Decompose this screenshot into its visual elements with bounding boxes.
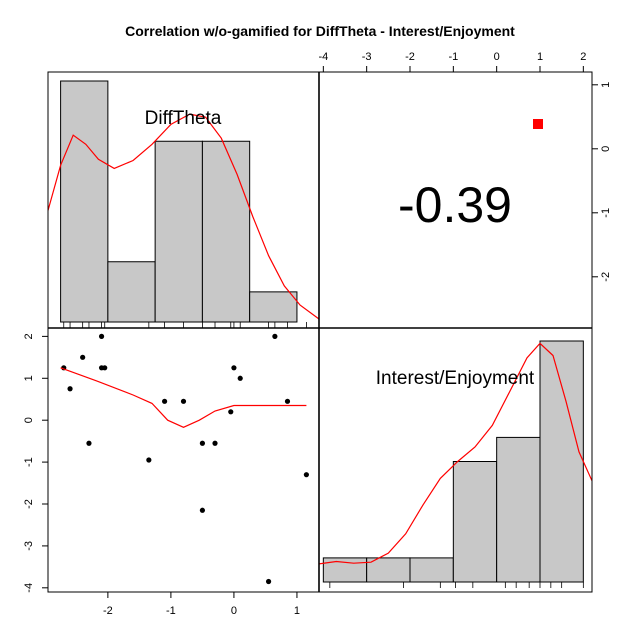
right-axis-tick-label: 1 — [600, 82, 612, 88]
right-y-axis: 1 0 -1 -2 — [591, 82, 612, 282]
bottom-x-axis: -2 -1 0 1 — [103, 591, 300, 617]
top-axis-tick-label: 2 — [580, 51, 586, 63]
scatter-point — [237, 375, 243, 381]
interest-density-curve — [319, 342, 592, 565]
bottom-axis-tick-label: 0 — [231, 605, 237, 617]
left-axis-tick-label: -2 — [23, 499, 35, 509]
scatter-point — [98, 333, 105, 339]
significance-marker — [533, 119, 543, 129]
scatter-point — [199, 507, 206, 513]
difftheta-histogram — [48, 80, 319, 328]
interest-histogram-bar — [496, 436, 541, 583]
scatter-point — [67, 386, 73, 392]
interest-histogram-bar — [322, 557, 368, 583]
correlation-value: -0.39 — [398, 177, 512, 233]
left-axis-tick-label: 0 — [23, 417, 35, 423]
top-axis-tick-label: -1 — [448, 51, 458, 63]
scatter-point — [102, 365, 108, 371]
left-y-axis: 2 1 0 -1 -2 -3 -4 — [23, 333, 49, 593]
bottom-axis-tick-label: -2 — [103, 605, 113, 617]
scatter-point — [86, 440, 92, 446]
scatter-panel — [60, 333, 309, 585]
correlation-panel: -0.39 — [398, 119, 543, 233]
bottom-axis-tick-label: -1 — [166, 605, 176, 617]
top-axis-tick-label: 0 — [494, 51, 500, 63]
scatter-point — [199, 440, 206, 446]
interest-histogram-bar — [452, 461, 498, 583]
scatter-point — [180, 398, 187, 404]
chart-title: Correlation w/o-gamified for DiffTheta -… — [125, 23, 515, 39]
left-axis-tick-label: 1 — [23, 375, 35, 381]
bottom-axis-tick-label: 1 — [294, 605, 300, 617]
difftheta-histogram-bar — [154, 140, 203, 323]
scatter-point — [272, 333, 278, 339]
left-axis-tick-label: -4 — [23, 583, 35, 593]
top-axis-tick-label: 1 — [537, 51, 543, 63]
difftheta-histogram-bar — [201, 140, 251, 323]
scatter-point — [146, 457, 152, 463]
left-axis-tick-label: -3 — [23, 541, 35, 551]
panel-frame-bottom-left — [47, 327, 320, 593]
scatter-point — [161, 398, 168, 404]
scatter-point — [228, 409, 234, 415]
interest-histogram-bar — [539, 340, 584, 583]
scatter-point — [265, 578, 272, 585]
right-axis-tick-label: -2 — [600, 272, 612, 282]
top-x-axis: -4 -3 -2 -1 0 1 2 — [318, 51, 586, 73]
interest-enjoyment-label: Interest/Enjoyment — [376, 368, 535, 389]
panel-frames — [47, 71, 593, 593]
scatter-point — [231, 365, 237, 371]
interest-histogram-bar — [409, 557, 454, 583]
scatter-point — [212, 440, 218, 446]
scatter-smooth-line — [60, 367, 307, 428]
left-axis-tick-label: -1 — [23, 457, 35, 467]
top-axis-tick-label: -4 — [318, 51, 328, 63]
top-axis-tick-label: -2 — [405, 51, 415, 63]
right-axis-tick-label: 0 — [600, 146, 612, 152]
difftheta-histogram-bar — [107, 261, 156, 323]
difftheta-density-curve — [48, 113, 319, 320]
left-axis-tick-label: 2 — [23, 333, 35, 339]
right-axis-tick-label: -1 — [600, 208, 612, 218]
scatter-point — [284, 398, 291, 404]
difftheta-label: DiffTheta — [145, 108, 222, 129]
scatter-point — [303, 472, 309, 478]
scatter-point — [80, 354, 86, 360]
interest-histogram — [319, 340, 592, 588]
difftheta-histogram-bar — [249, 291, 298, 323]
difftheta-histogram-bar — [60, 80, 109, 323]
top-axis-tick-label: -3 — [362, 51, 372, 63]
